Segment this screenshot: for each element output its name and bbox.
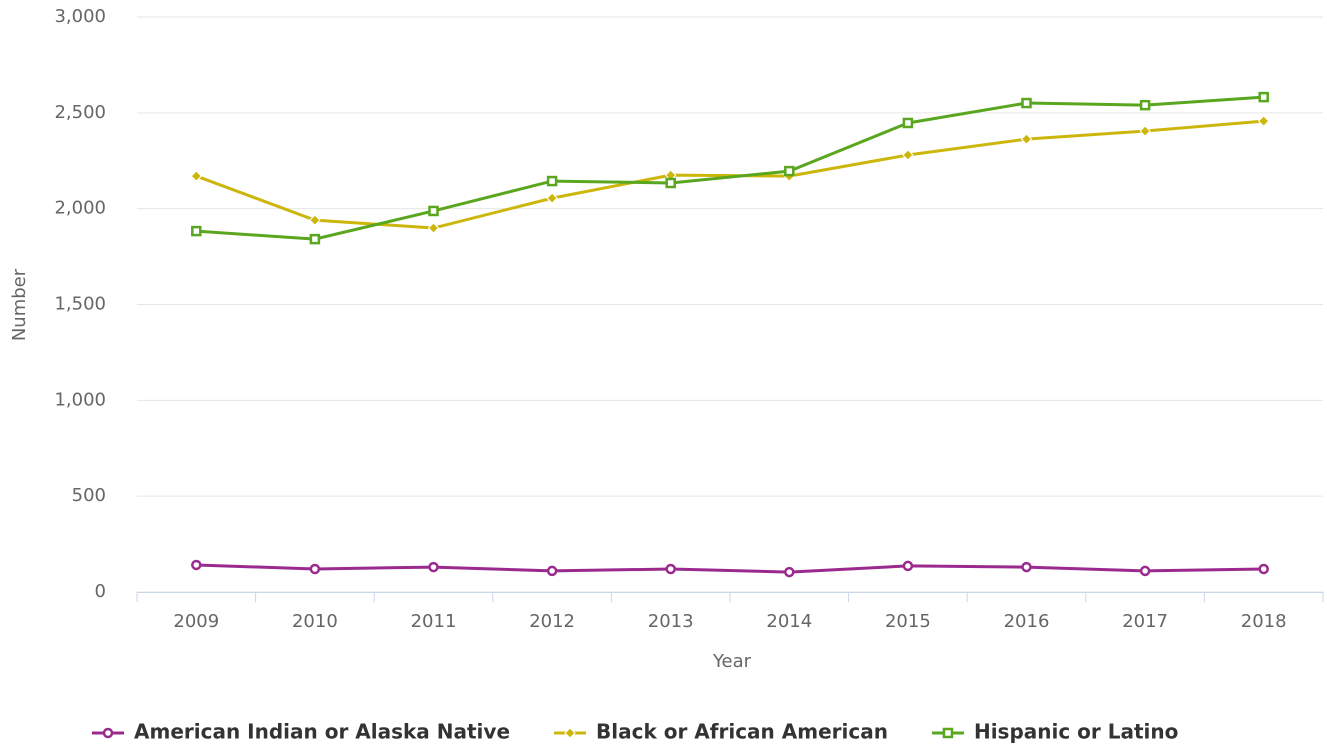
point <box>102 727 114 739</box>
point <box>191 225 202 237</box>
y-tick-label: 500 <box>72 485 106 506</box>
point <box>564 727 576 739</box>
y-tick-label: 3,000 <box>54 6 106 27</box>
legend-label: American Indian or Alaska Native <box>134 720 510 744</box>
point <box>427 222 440 234</box>
point <box>1258 563 1269 575</box>
point <box>309 233 321 245</box>
point <box>190 170 203 182</box>
point <box>784 566 795 578</box>
x-tick-label: 2011 <box>411 611 457 632</box>
point <box>665 563 676 575</box>
legend-label: Hispanic or Latino <box>974 720 1178 744</box>
series-line <box>196 95 1264 241</box>
point <box>191 559 202 571</box>
point <box>942 727 954 739</box>
y-tick-label: 0 <box>95 581 106 602</box>
x-tick-label: 2010 <box>292 611 338 632</box>
y-tick-label: 1,500 <box>54 294 106 315</box>
point <box>309 214 321 226</box>
point <box>309 563 321 575</box>
x-tick-label: 2014 <box>766 611 812 632</box>
point <box>546 175 558 187</box>
x-axis-label: Year <box>712 651 752 672</box>
x-tick-label: 2018 <box>1241 611 1287 632</box>
point <box>902 117 914 129</box>
point <box>1139 125 1151 137</box>
point <box>1139 99 1151 111</box>
point <box>428 205 439 217</box>
point <box>546 565 558 577</box>
y-tick-label: 1,000 <box>54 389 106 410</box>
point <box>428 561 439 573</box>
point <box>902 149 914 161</box>
legend-label: Black or African American <box>596 720 888 744</box>
series-line <box>195 119 1264 230</box>
x-tick-label: 2012 <box>529 611 575 632</box>
point <box>1139 565 1151 577</box>
point <box>1021 97 1032 109</box>
x-tick-label: 2016 <box>1004 611 1050 632</box>
point <box>665 177 676 189</box>
x-tick-label: 2009 <box>173 611 219 632</box>
point <box>1021 561 1032 573</box>
y-axis-label: Number <box>9 268 30 341</box>
y-tick-label: 2,000 <box>54 198 106 219</box>
point <box>902 560 914 572</box>
x-tick-label: 2013 <box>648 611 694 632</box>
x-tick-label: 2017 <box>1122 611 1168 632</box>
point <box>784 165 795 177</box>
series-line <box>196 563 1264 574</box>
point <box>1258 91 1269 103</box>
point <box>1020 133 1033 145</box>
x-tick-label: 2015 <box>885 611 931 632</box>
y-tick-label: 2,500 <box>54 102 106 123</box>
point <box>546 192 558 204</box>
point <box>1257 115 1270 127</box>
